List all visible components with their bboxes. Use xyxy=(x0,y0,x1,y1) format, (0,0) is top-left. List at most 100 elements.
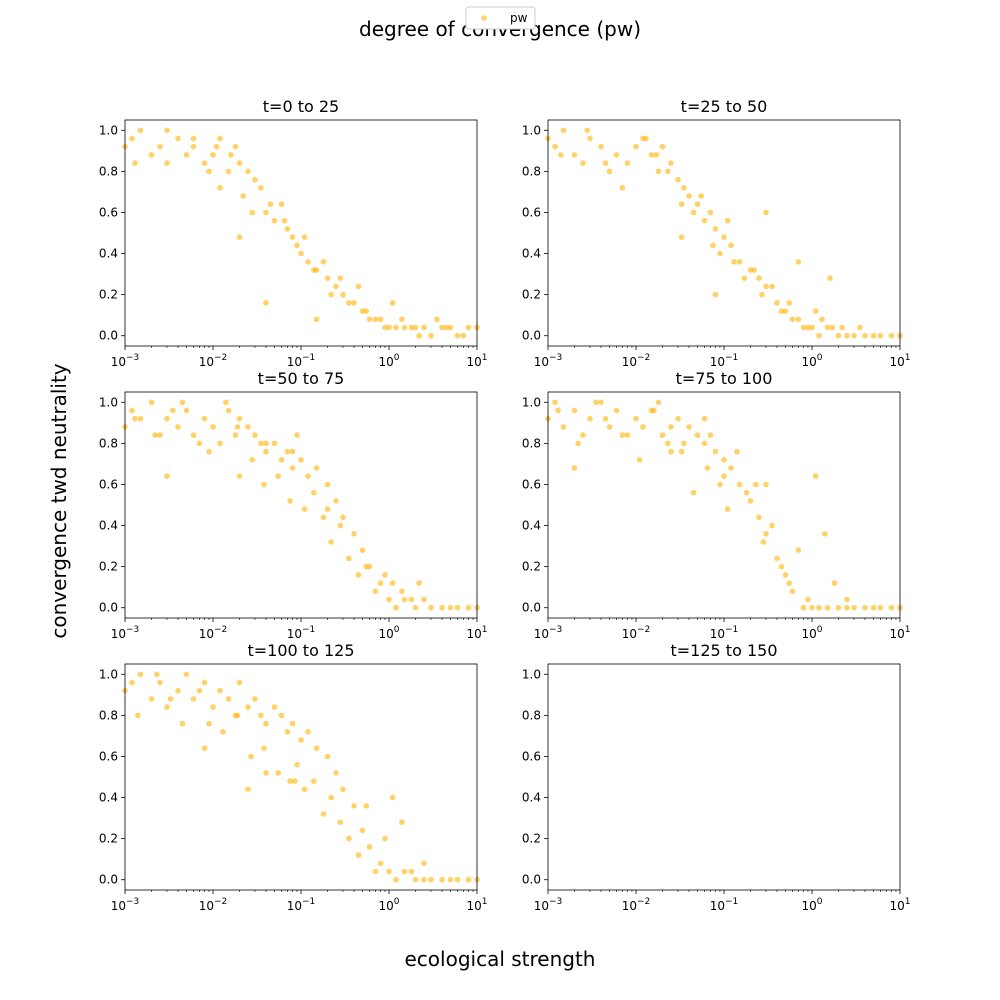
y-tick-label: 0.8 xyxy=(99,164,118,178)
data-point xyxy=(851,332,857,339)
data-point xyxy=(587,135,593,142)
data-point xyxy=(164,415,170,422)
data-point xyxy=(267,201,274,207)
data-point xyxy=(129,407,135,414)
y-tick-label: 0.6 xyxy=(522,749,541,763)
data-point xyxy=(148,399,155,406)
x-tick-exponent: −1 xyxy=(725,625,738,635)
data-point xyxy=(157,679,163,686)
data-point xyxy=(278,457,285,463)
data-point xyxy=(225,696,232,702)
data-point xyxy=(408,596,415,603)
legend-label: pw xyxy=(510,11,528,25)
data-point xyxy=(756,275,762,282)
subplot-title: t=75 to 100 xyxy=(676,369,773,388)
x-tick-label: 10−1 xyxy=(710,897,739,913)
data-point xyxy=(675,415,681,422)
data-point xyxy=(598,399,604,406)
data-point xyxy=(263,720,269,727)
data-point xyxy=(228,152,234,158)
data-point xyxy=(571,152,578,158)
data-point xyxy=(701,217,708,224)
data-point xyxy=(552,399,558,406)
data-point xyxy=(555,407,561,414)
data-point xyxy=(372,868,379,875)
data-point xyxy=(333,283,339,290)
data-point xyxy=(240,193,246,199)
data-point xyxy=(805,324,811,331)
data-point xyxy=(137,127,144,134)
data-point xyxy=(386,596,392,603)
data-point xyxy=(763,481,769,488)
data-point xyxy=(366,844,373,850)
data-point xyxy=(633,415,639,422)
data-point xyxy=(421,596,427,603)
data-point xyxy=(778,563,785,570)
data-point xyxy=(606,424,613,430)
data-point xyxy=(393,604,399,611)
data-point xyxy=(571,465,578,471)
x-tick-exponent: −2 xyxy=(637,353,650,363)
data-point xyxy=(157,143,163,150)
data-point xyxy=(668,160,674,166)
axes-frame xyxy=(124,391,478,619)
data-point xyxy=(602,415,609,422)
data-point xyxy=(712,448,719,455)
data-point xyxy=(294,761,300,768)
x-tick-label: 10−1 xyxy=(287,897,316,913)
data-point xyxy=(665,168,671,175)
data-point xyxy=(137,415,144,422)
data-points xyxy=(545,127,903,339)
data-point xyxy=(210,424,216,430)
y-tick-label: 0.6 xyxy=(522,477,541,491)
data-point xyxy=(694,432,701,438)
x-tick-label: 10−2 xyxy=(622,353,651,369)
x-tick-label: 101 xyxy=(466,897,487,913)
axes-frame xyxy=(547,119,901,347)
data-point xyxy=(851,604,857,611)
data-point xyxy=(337,819,344,825)
data-point xyxy=(728,242,734,249)
x-tick-exponent: 0 xyxy=(394,625,400,635)
data-point xyxy=(324,753,331,760)
data-point xyxy=(258,712,264,719)
data-point xyxy=(245,424,251,430)
y-tick-label: 0.8 xyxy=(522,436,541,450)
data-point xyxy=(571,407,578,414)
axes-frame xyxy=(547,391,901,619)
data-point xyxy=(355,572,362,578)
x-tick-base: 10 xyxy=(378,899,393,913)
x-tick-base: 10 xyxy=(287,899,302,913)
y-tick-label: 1.0 xyxy=(99,123,118,137)
data-point xyxy=(271,704,278,710)
data-point xyxy=(333,770,339,776)
data-point xyxy=(724,217,731,224)
x-tick-exponent: 1 xyxy=(905,353,911,363)
data-point xyxy=(382,572,388,578)
data-point xyxy=(694,201,701,207)
data-point xyxy=(870,604,877,611)
data-point xyxy=(816,332,822,339)
x-tick-base: 10 xyxy=(622,899,637,913)
legend: pw xyxy=(465,6,536,30)
data-point xyxy=(206,448,212,455)
data-point xyxy=(827,275,833,282)
x-tick-base: 10 xyxy=(534,627,549,641)
data-point xyxy=(844,604,850,611)
data-point xyxy=(355,852,362,858)
data-point xyxy=(261,481,267,488)
data-point xyxy=(769,283,775,290)
x-tick-exponent: −3 xyxy=(549,897,562,907)
data-point xyxy=(655,168,662,175)
data-point xyxy=(175,424,181,430)
data-point xyxy=(305,259,311,265)
data-point xyxy=(619,432,626,438)
data-point xyxy=(196,687,203,694)
y-tick-label: 0.4 xyxy=(99,791,118,805)
y-tick-label: 0.2 xyxy=(522,288,541,302)
data-point xyxy=(258,185,264,191)
data-point xyxy=(301,234,308,240)
x-tick-base: 10 xyxy=(622,627,637,641)
